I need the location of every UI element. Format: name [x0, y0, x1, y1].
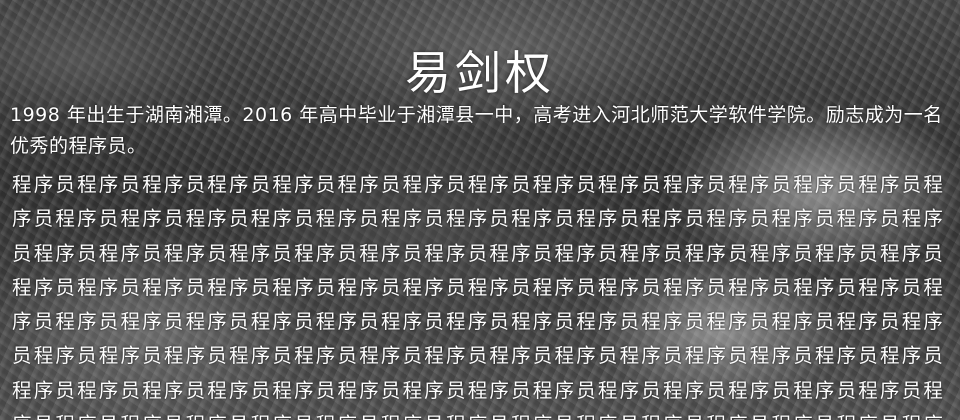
repeated-programmer-text: 程序员程序员程序员程序员程序员程序员程序员程序员程序员程序员程序员程序员程序员程… — [12, 173, 946, 420]
bio-paragraph: 1998 年出生于湖南湘潭。2016 年高中毕业于湘潭县一中，高考进入河北师范大… — [10, 100, 955, 162]
page-title: 易剑权 — [405, 45, 555, 100]
bio-text: 1998 年出生于湖南湘潭。2016 年高中毕业于湘潭县一中，高考进入河北师范大… — [10, 104, 943, 157]
